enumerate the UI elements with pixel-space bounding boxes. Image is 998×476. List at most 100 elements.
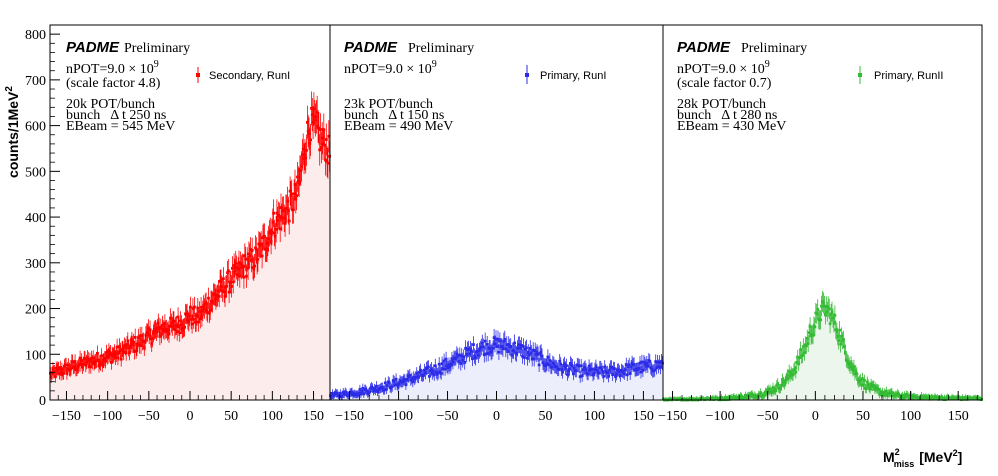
data-point	[136, 342, 140, 346]
data-point	[226, 269, 230, 273]
data-point	[833, 313, 837, 317]
data-point	[515, 352, 518, 356]
data-point	[567, 369, 570, 373]
data-point	[443, 367, 447, 371]
data-fill-area	[50, 125, 330, 400]
data-point	[396, 385, 400, 388]
data-point	[297, 181, 301, 184]
data-point	[241, 264, 245, 268]
data-point	[454, 356, 458, 360]
data-point	[469, 347, 472, 351]
y-tick-label: 400	[25, 211, 46, 226]
data-point	[658, 361, 661, 364]
data-point	[270, 230, 274, 234]
data-point	[600, 368, 604, 372]
data-point	[273, 234, 277, 238]
data-point	[124, 351, 128, 355]
data-point	[794, 370, 798, 374]
data-point	[843, 345, 846, 349]
data-point	[226, 271, 229, 275]
data-point	[207, 296, 210, 300]
data-point	[161, 323, 164, 327]
data-point	[152, 332, 155, 335]
data-point	[86, 357, 90, 361]
data-point	[537, 363, 541, 367]
data-point	[861, 377, 864, 380]
data-point	[460, 354, 464, 358]
data-point	[321, 142, 325, 146]
data-point	[744, 396, 748, 400]
data-point	[767, 389, 771, 393]
data-point	[242, 275, 246, 279]
data-point	[882, 394, 885, 397]
data-point	[269, 239, 273, 243]
data-point	[626, 365, 630, 369]
data-point	[505, 343, 509, 346]
data-point	[963, 397, 966, 401]
data-point	[414, 375, 418, 379]
data-point	[146, 331, 149, 334]
data-point	[342, 393, 346, 396]
data-point	[204, 301, 208, 305]
data-point	[64, 363, 68, 367]
data-point	[873, 387, 877, 391]
x-tick-label: 50	[856, 409, 870, 424]
data-point	[418, 370, 421, 374]
data-point	[330, 396, 333, 399]
data-point	[179, 319, 182, 323]
data-point	[113, 350, 116, 354]
data-point	[436, 371, 440, 375]
data-point	[83, 357, 87, 360]
data-point	[563, 362, 566, 366]
data-point	[236, 267, 240, 271]
data-point	[246, 266, 250, 270]
y-tick-label: 800	[25, 28, 46, 43]
data-point	[335, 392, 339, 395]
data-point	[430, 371, 434, 375]
data-point	[879, 390, 882, 394]
data-point	[250, 258, 253, 262]
data-point	[611, 373, 614, 376]
data-point	[831, 316, 835, 320]
data-point	[229, 280, 233, 284]
data-point	[58, 366, 62, 369]
data-point	[625, 373, 629, 377]
data-point	[92, 362, 96, 366]
data-point	[118, 345, 121, 348]
data-point	[115, 345, 119, 349]
data-point	[659, 365, 662, 369]
data-point	[516, 346, 519, 350]
data-point	[237, 261, 241, 264]
data-point	[314, 118, 317, 122]
data-point	[936, 396, 940, 399]
data-point	[147, 333, 151, 337]
data-point	[251, 266, 255, 269]
data-point	[322, 128, 326, 132]
data-point	[431, 369, 435, 373]
data-point	[473, 354, 476, 358]
data-point	[503, 338, 507, 341]
data-point	[304, 156, 308, 160]
data-point	[439, 372, 443, 375]
y-tick-label: 100	[25, 348, 46, 363]
data-point	[477, 353, 480, 357]
x-tick-label: 0	[187, 409, 194, 424]
data-point	[779, 387, 782, 390]
data-point	[105, 351, 108, 354]
data-point	[320, 136, 324, 140]
data-point	[884, 389, 888, 393]
x-tick-label: −50	[138, 409, 160, 424]
data-point	[88, 358, 92, 362]
data-point	[423, 368, 426, 372]
data-point	[540, 354, 544, 358]
data-point	[824, 313, 827, 316]
data-point	[140, 334, 144, 338]
data-point	[295, 194, 298, 198]
data-point	[468, 352, 471, 356]
scale-factor-note: (scale factor 4.8)	[66, 76, 161, 91]
data-point	[279, 206, 283, 209]
data-point	[525, 346, 528, 350]
data-point	[840, 334, 843, 338]
data-point	[483, 339, 487, 343]
data-point	[855, 372, 859, 376]
